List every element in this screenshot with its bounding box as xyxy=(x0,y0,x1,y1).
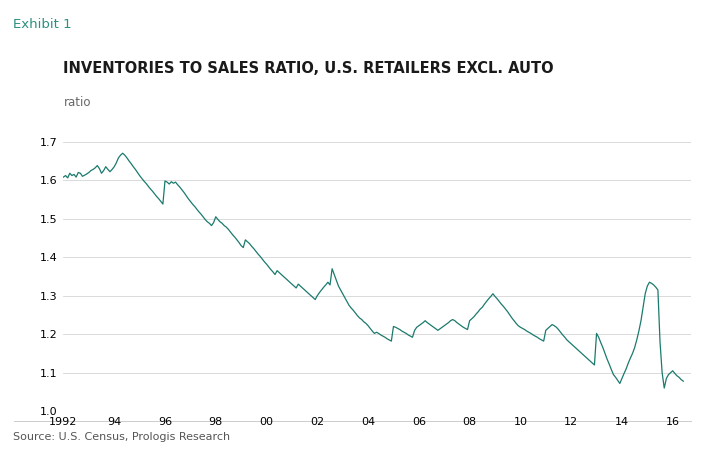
Text: Source: U.S. Census, Prologis Research: Source: U.S. Census, Prologis Research xyxy=(13,432,230,442)
Text: Exhibit 1: Exhibit 1 xyxy=(13,18,71,30)
Text: ratio: ratio xyxy=(63,96,91,109)
Text: INVENTORIES TO SALES RATIO, U.S. RETAILERS EXCL. AUTO: INVENTORIES TO SALES RATIO, U.S. RETAILE… xyxy=(63,61,554,76)
